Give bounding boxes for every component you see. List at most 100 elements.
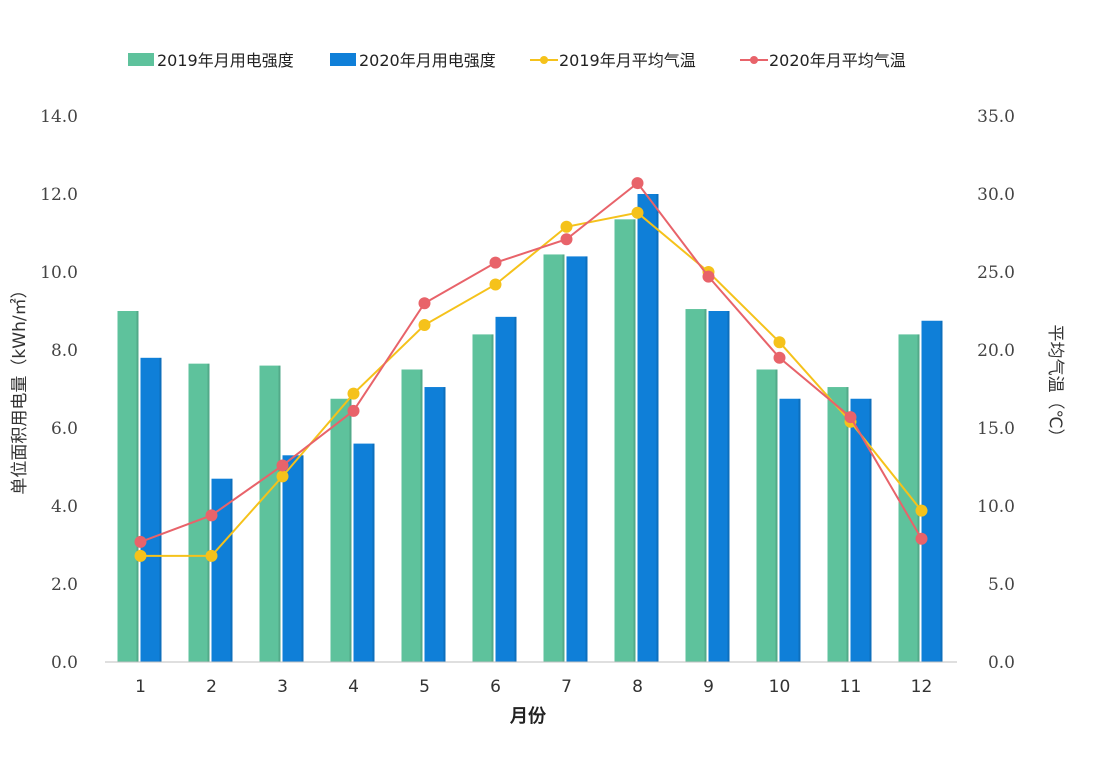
legend-swatch-2 bbox=[330, 53, 356, 66]
plot-area bbox=[105, 177, 957, 663]
line-point-1-4 bbox=[347, 387, 360, 400]
bar-shadow-1-9 bbox=[704, 309, 707, 662]
bar-shadow-1-12 bbox=[917, 334, 920, 662]
line-point-2-2 bbox=[205, 509, 218, 522]
legend: 2019年月用电强度 2020年月用电强度 2019年月平均气温 2020年月平均气温 bbox=[128, 51, 906, 70]
bar-1-6 bbox=[472, 334, 494, 662]
left-tick-label: 0.0 bbox=[51, 653, 78, 673]
left-axis-ticks: 0.0 2.0 4.0 6.0 8.0 10.0 12.0 14.0 bbox=[40, 107, 78, 673]
bar-shadow-2-5 bbox=[443, 387, 446, 662]
legend-label-4: 2020年月平均气温 bbox=[769, 51, 906, 70]
bar-shadow-2-4 bbox=[372, 443, 375, 662]
x-tick-label: 8 bbox=[632, 677, 643, 697]
bar-shadow-1-1 bbox=[136, 311, 139, 662]
left-tick-label: 14.0 bbox=[40, 107, 78, 127]
bar-shadow-2-12 bbox=[940, 320, 943, 662]
bar-2-4 bbox=[353, 443, 375, 662]
legend-marker-4 bbox=[750, 56, 758, 64]
bar-shadow-1-6 bbox=[491, 334, 494, 662]
line-point-2-8 bbox=[631, 177, 644, 190]
line-point-1-12 bbox=[915, 504, 928, 517]
bar-1-12 bbox=[898, 334, 920, 662]
bar-2-8 bbox=[637, 194, 659, 662]
right-axis-ticks: 0.0 5.0 10.0 15.0 20.0 25.0 30.0 35.0 bbox=[977, 107, 1015, 673]
right-tick-label: 5.0 bbox=[988, 575, 1015, 595]
bar-2-5 bbox=[424, 387, 446, 662]
left-tick-label: 10.0 bbox=[40, 263, 78, 283]
bar-1-10 bbox=[756, 369, 778, 662]
bar-2-6 bbox=[495, 316, 517, 662]
x-tick-label: 4 bbox=[348, 677, 359, 697]
bar-shadow-2-2 bbox=[230, 478, 233, 662]
line-series-1 bbox=[140, 211, 923, 557]
bar-shadow-1-10 bbox=[775, 369, 778, 662]
bar-1-11 bbox=[827, 387, 849, 662]
x-tick-label: 12 bbox=[911, 677, 933, 697]
bar-1-8 bbox=[614, 219, 636, 662]
left-tick-label: 12.0 bbox=[40, 185, 78, 205]
bar-shadow-1-3 bbox=[278, 365, 281, 662]
line-series-2 bbox=[140, 181, 923, 543]
bar-2-9 bbox=[708, 311, 730, 662]
bar-1-1 bbox=[117, 311, 139, 662]
bar-shadow-2-7 bbox=[585, 256, 588, 662]
right-tick-label: 25.0 bbox=[977, 263, 1015, 283]
bar-shadow-2-9 bbox=[727, 311, 730, 662]
x-tick-label: 2 bbox=[206, 677, 217, 697]
line-point-1-5 bbox=[418, 319, 431, 332]
bar-1-9 bbox=[685, 309, 707, 662]
bar-1-2 bbox=[188, 363, 210, 662]
x-tick-label: 7 bbox=[561, 677, 572, 697]
right-tick-label: 30.0 bbox=[977, 185, 1015, 205]
line-point-2-6 bbox=[489, 256, 502, 269]
legend-swatch-1 bbox=[128, 53, 154, 66]
bar-shadow-2-11 bbox=[869, 398, 872, 662]
legend-label-2: 2020年月用电强度 bbox=[359, 51, 496, 70]
line-point-1-3 bbox=[276, 470, 289, 483]
line-point-2-10 bbox=[773, 351, 786, 364]
left-tick-label: 4.0 bbox=[51, 497, 78, 517]
bar-2-10 bbox=[779, 398, 801, 662]
bar-shadow-1-7 bbox=[562, 254, 565, 662]
x-axis-title: 月份 bbox=[509, 705, 547, 727]
x-tick-label: 6 bbox=[490, 677, 501, 697]
bar-2-12 bbox=[921, 320, 943, 662]
line-point-1-6 bbox=[489, 278, 502, 291]
left-tick-label: 2.0 bbox=[51, 575, 78, 595]
x-tick-label: 5 bbox=[419, 677, 430, 697]
left-tick-label: 6.0 bbox=[51, 419, 78, 439]
line-point-2-9 bbox=[702, 270, 715, 283]
legend-marker-3 bbox=[540, 56, 548, 64]
bar-shadow-2-10 bbox=[798, 398, 801, 662]
line-point-2-5 bbox=[418, 297, 431, 310]
bar-2-3 bbox=[282, 455, 304, 662]
bar-shadow-1-11 bbox=[846, 387, 849, 662]
line-point-2-4 bbox=[347, 404, 360, 417]
x-tick-label: 10 bbox=[769, 677, 791, 697]
x-tick-label: 1 bbox=[135, 677, 146, 697]
bar-shadow-1-4 bbox=[349, 398, 352, 662]
left-axis-title: 单位面积用电量（kWh/㎡） bbox=[10, 281, 30, 494]
left-tick-label: 8.0 bbox=[51, 341, 78, 361]
bar-2-7 bbox=[566, 256, 588, 662]
legend-label-3: 2019年月平均气温 bbox=[559, 51, 696, 70]
right-tick-label: 15.0 bbox=[977, 419, 1015, 439]
bar-shadow-2-6 bbox=[514, 316, 517, 662]
bar-1-5 bbox=[401, 369, 423, 662]
x-axis-ticks: 1 2 3 4 5 6 7 8 9 10 11 12 bbox=[135, 677, 932, 697]
line-point-1-1 bbox=[134, 549, 147, 562]
right-axis-title: 平均气温（℃） bbox=[1045, 324, 1065, 445]
line-point-2-3 bbox=[276, 459, 289, 472]
right-tick-label: 35.0 bbox=[977, 107, 1015, 127]
line-point-2-1 bbox=[134, 535, 147, 548]
bar-shadow-2-8 bbox=[656, 194, 659, 662]
line-point-2-7 bbox=[560, 233, 573, 246]
bar-2-1 bbox=[140, 357, 162, 662]
right-tick-label: 0.0 bbox=[988, 653, 1015, 673]
bar-2-2 bbox=[211, 478, 233, 662]
line-point-1-8 bbox=[631, 206, 644, 219]
bar-shadow-1-8 bbox=[633, 219, 636, 662]
line-point-2-12 bbox=[915, 532, 928, 545]
bar-shadow-1-5 bbox=[420, 369, 423, 662]
